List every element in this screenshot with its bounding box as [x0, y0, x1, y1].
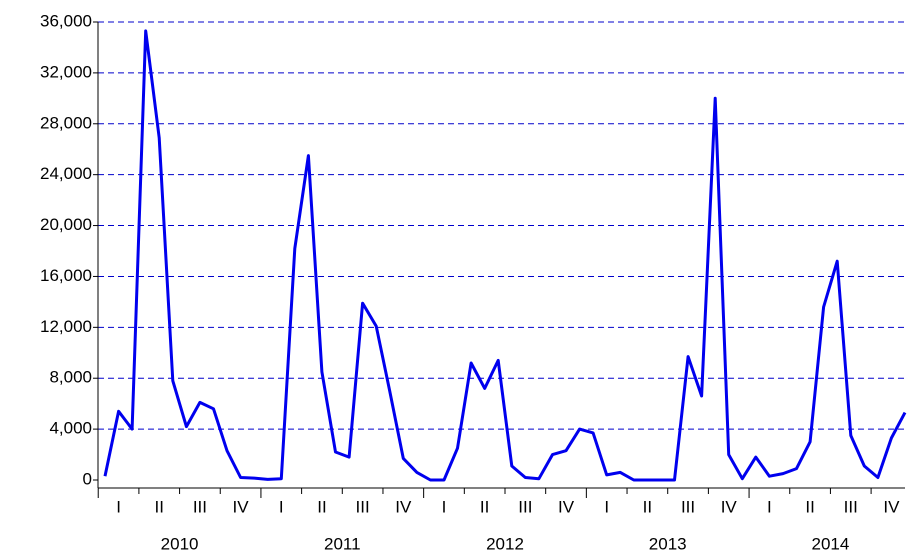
- y-tick-label: 32,000: [40, 62, 92, 81]
- x-tick-label: IV: [558, 497, 575, 516]
- year-label: 2013: [649, 534, 687, 553]
- y-tick-label: 4,000: [49, 419, 92, 438]
- x-tick-label: IV: [395, 497, 412, 516]
- x-tick-label: III: [193, 497, 207, 516]
- x-tick-label: III: [681, 497, 695, 516]
- x-tick-label: III: [356, 497, 370, 516]
- x-tick-label: IV: [233, 497, 250, 516]
- x-tick-label: II: [317, 497, 326, 516]
- y-tick-label: 28,000: [40, 113, 92, 132]
- y-tick-label: 8,000: [49, 368, 92, 387]
- x-tick-label: III: [518, 497, 532, 516]
- x-tick-label: I: [767, 497, 772, 516]
- x-tick-label: IV: [721, 497, 738, 516]
- year-label: 2012: [486, 534, 524, 553]
- x-tick-label: IV: [883, 497, 900, 516]
- x-tick-label: III: [844, 497, 858, 516]
- x-tick-label: I: [604, 497, 609, 516]
- y-tick-label: 0: [83, 469, 92, 488]
- x-tick-label: II: [155, 497, 164, 516]
- year-label: 2011: [324, 534, 361, 553]
- x-tick-label: I: [279, 497, 284, 516]
- y-tick-label: 36,000: [40, 11, 92, 30]
- data-line: [103, 29, 907, 482]
- y-tick-label: 16,000: [40, 266, 92, 285]
- x-tick-label: I: [116, 497, 121, 516]
- year-label: 2010: [161, 534, 199, 553]
- y-tick-label: 12,000: [40, 317, 92, 336]
- y-tick-label: 24,000: [40, 164, 92, 183]
- x-tick-label: II: [805, 497, 814, 516]
- x-tick-label: I: [442, 497, 447, 516]
- x-tick-label: II: [480, 497, 489, 516]
- year-label: 2014: [812, 534, 850, 553]
- x-tick-label: II: [643, 497, 652, 516]
- y-tick-label: 20,000: [40, 215, 92, 234]
